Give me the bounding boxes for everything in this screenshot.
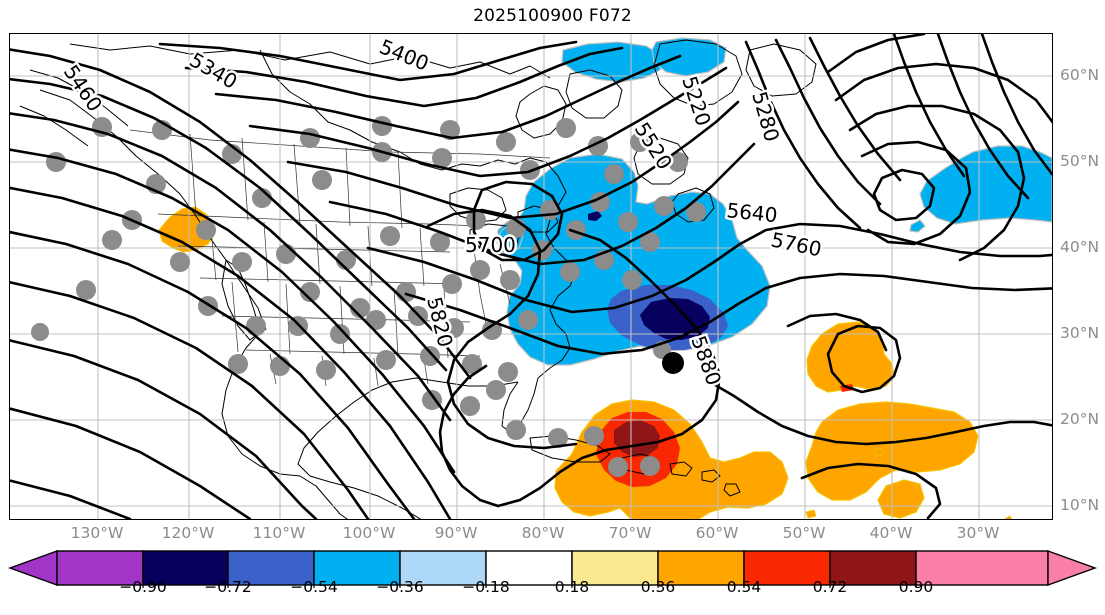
lon-tick-50w: 50°W [782,524,826,542]
colorbar-band-paleyellow [571,550,659,586]
contour-label-5700: 5700 [465,233,516,257]
colorbar-tick-label-4: −0.18 [462,578,510,596]
lat-tick-40n: 40°N [1060,238,1100,256]
lon-tick-30w: 30°W [956,524,1000,542]
colorbar-under-arrow [7,550,58,586]
colorbar-tick-label-2: −0.54 [290,578,338,596]
shade-cyan-labrador [561,41,663,83]
lon-tick-100w: 100°W [342,524,396,542]
political-borders-layer [129,129,551,387]
colorbar[interactable] [0,548,1105,615]
lon-tick-110w: 110°W [252,524,306,542]
contour-label-5400: 5400 [376,34,432,75]
anomaly-shading-layer [158,37,1052,519]
colorbar-band-darkred [829,550,917,586]
shade-orange-e-atlantic-north [806,321,895,393]
contour-label-5640: 5640 [725,198,778,227]
colorbar-tick-label-6: 0.36 [640,578,676,596]
lon-tick-120w: 120°W [161,524,215,542]
lon-tick-80w: 80°W [521,524,565,542]
colorbar-tick-label-9: 0.90 [898,578,934,596]
height-contour-layer [10,34,1052,519]
shade-navy-great-lakes [588,211,602,221]
shade-orange-e-atlantic-south [877,479,925,519]
contour-label-5220: 5220 [677,73,716,129]
lon-tick-70w: 70°W [608,524,652,542]
shade-orange-speck-4 [873,447,885,457]
colorbar-tick-label-3: −0.36 [376,578,424,596]
colorbar-ticks [142,585,917,588]
colorbar-tick-label-7: 0.54 [726,578,762,596]
colorbar-band-red [743,550,831,586]
lon-tick-90w: 90°W [434,524,478,542]
lat-tick-50n: 50°N [1060,152,1100,170]
colorbar-over-arrow [1047,550,1098,586]
colorbar-tick-label-5: 0.18 [554,578,590,596]
shade-orange-speck-1 [805,509,817,519]
colorbar-band-orange [657,550,745,586]
lat-tick-20n: 20°N [1060,410,1100,428]
shade-orange-speck-3 [1004,515,1012,519]
lon-tick-60w: 60°W [695,524,739,542]
colorbar-svg [7,550,1098,588]
colorbar-band-lightblue [399,550,487,586]
colorbar-band-pink [915,550,1049,586]
shade-cyan-n-atlantic-tail [909,219,926,233]
contour-label-5280: 5280 [747,89,784,145]
colorbar-tick-label-8: 0.72 [812,578,848,596]
colorbar-band-purple [56,550,144,586]
shade-cyan-n-atlantic [919,145,1052,225]
lon-tick-130w: 130°W [70,524,124,542]
cyclone-center-marker[interactable] [662,352,684,374]
lat-tick-30n: 30°N [1060,324,1100,342]
shade-cyan-labrador-2 [651,37,727,77]
lat-tick-60n: 60°N [1060,66,1100,84]
contour-label-5760: 5760 [769,227,824,261]
map-plot-area[interactable]: 5460 5340 5400 5220 5280 5520 56 [9,33,1053,520]
page-title: 2025100900 F072 [473,6,632,26]
colorbar-band-blue [227,550,315,586]
colorbar-tick-label-0: −0.90 [119,578,167,596]
map-canvas: 5460 5340 5400 5220 5280 5520 56 [10,34,1052,519]
contour-label-5340: 5340 [186,48,242,94]
colorbar-tick-label-1: −0.72 [204,578,252,596]
contour-label-5820: 5820 [422,294,458,349]
lat-tick-10n: 10°N [1060,496,1100,514]
lon-tick-40w: 40°W [869,524,913,542]
